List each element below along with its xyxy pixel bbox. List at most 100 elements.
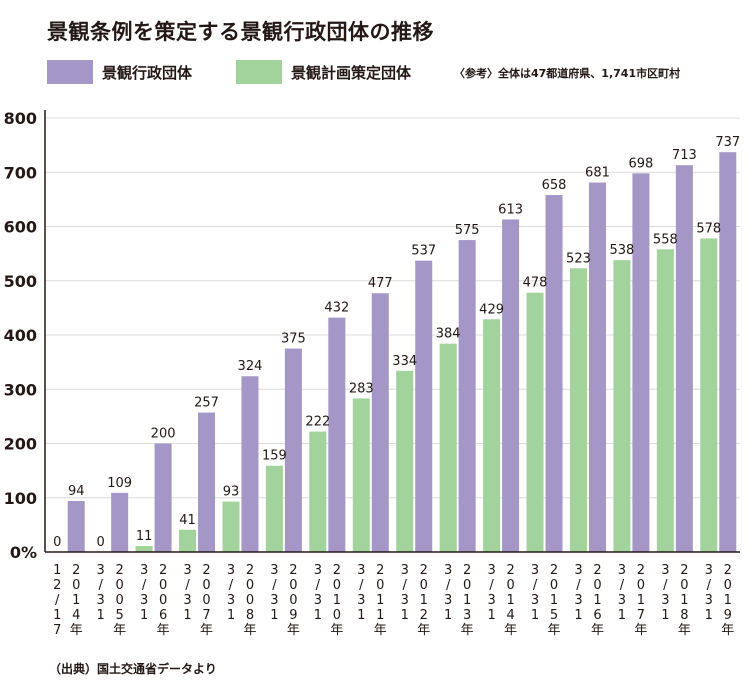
x-tick-label-char: 2 [333, 563, 341, 578]
x-tick-label-char: 9 [289, 608, 297, 623]
data-label-series2: 334 [392, 354, 417, 369]
x-tick-label-char: 5 [116, 608, 124, 623]
x-tick-label-char: / [229, 578, 234, 593]
data-label-series2: 93 [223, 485, 240, 500]
bar-series1 [458, 240, 476, 552]
x-tick-label-char: 1 [637, 593, 645, 608]
bar-series1 [632, 173, 650, 552]
x-tick-label-char: 年 [113, 623, 126, 638]
y-tick-label: 100 [4, 489, 37, 508]
x-tick-label-char: 1 [550, 593, 558, 608]
x-tick-label-char: 1 [140, 608, 148, 623]
x-tick-label-char: / [576, 578, 581, 593]
x-tick-label-char: 1 [357, 608, 365, 623]
data-label-series2: 538 [609, 243, 634, 258]
legend-item-series1: 景観行政団体 [47, 60, 192, 84]
legend-swatch-series1 [47, 60, 93, 84]
x-tick-label-char: 3 [314, 593, 322, 608]
x-tick-label-char: 4 [506, 608, 514, 623]
x-tick-label-char: 0 [506, 578, 514, 593]
x-tick-label-char: / [446, 578, 451, 593]
x-tick-label-char: 1 [531, 608, 539, 623]
bar-series2 [613, 260, 631, 552]
x-tick-label-char: 1 [463, 593, 471, 608]
x-tick-label-char: 3 [183, 563, 191, 578]
x-tick-label-char: 3 [357, 563, 365, 578]
x-tick-label-char: 2 [680, 563, 688, 578]
x-tick-label-char: 9 [724, 608, 732, 623]
x-tick-label-char: 6 [593, 608, 601, 623]
x-tick-label-char: 0 [72, 578, 80, 593]
y-tick-label: 500 [4, 272, 37, 291]
x-tick-label-char: 0 [724, 578, 732, 593]
x-tick-label-char: 1 [574, 608, 582, 623]
data-label-series2: 478 [523, 276, 548, 291]
x-tick-label-char: 年 [157, 623, 170, 638]
y-tick-label: 700 [4, 163, 37, 182]
x-tick-label-char: 3 [401, 563, 409, 578]
bar-series1 [545, 195, 563, 552]
bar-series1 [371, 293, 389, 552]
x-tick-label-char: 3 [487, 593, 495, 608]
x-tick-label-char: / [403, 578, 408, 593]
bar-series2 [309, 431, 327, 552]
data-label-series2: 384 [436, 327, 461, 342]
data-label-series1: 613 [498, 202, 523, 217]
bar-series1 [415, 260, 433, 552]
x-tick-label-char: 2 [593, 563, 601, 578]
x-tick-label-char: 3 [357, 593, 365, 608]
x-tick-label-char: 1 [444, 608, 452, 623]
bar-series1 [502, 219, 520, 552]
x-tick-label-char: 7 [637, 608, 645, 623]
x-tick-label-char: 1 [333, 593, 341, 608]
x-tick-label-char: 年 [591, 623, 604, 638]
x-tick-label-char: 3 [444, 563, 452, 578]
x-tick-label-char: 2 [246, 563, 254, 578]
x-tick-label-char: 年 [417, 623, 430, 638]
x-tick-label-char: 1 [487, 608, 495, 623]
x-tick-label-char: 0 [420, 578, 428, 593]
x-tick-label-char: 7 [53, 623, 61, 638]
x-tick-label-char: 0 [202, 593, 210, 608]
x-tick-label-char: / [185, 578, 190, 593]
x-tick-label-char: / [55, 593, 60, 608]
x-tick-label-char: 2 [72, 563, 80, 578]
x-tick-label-char: 2 [116, 563, 124, 578]
y-tick-label: 300 [4, 380, 37, 399]
x-tick-label-char: 1 [72, 593, 80, 608]
x-tick-label-char: 年 [678, 623, 691, 638]
x-tick-label-char: 3 [140, 563, 148, 578]
x-tick-label-char: 3 [661, 563, 669, 578]
x-tick-label-char: 2 [420, 608, 428, 623]
x-tick-label-char: 0 [246, 578, 254, 593]
x-tick-label-char: 3 [618, 563, 626, 578]
x-tick-label-char: 3 [401, 593, 409, 608]
legend-label-series2: 景観計画策定団体 [291, 63, 412, 82]
bar-series1 [328, 317, 346, 552]
x-tick-label-char: 2 [420, 563, 428, 578]
x-tick-label-char: 1 [376, 608, 384, 623]
bar-series2 [179, 529, 197, 552]
data-label-series2: 0 [97, 535, 105, 550]
x-tick-label-char: 3 [487, 563, 495, 578]
data-label-series1: 698 [628, 156, 653, 171]
x-tick-label-char: 6 [159, 608, 167, 623]
x-tick-label-char: 年 [461, 623, 474, 638]
data-label-series2: 0 [53, 535, 61, 550]
bar-series2 [352, 398, 370, 552]
legend-label-series1: 景観行政団体 [102, 63, 193, 82]
y-tick-label: 0% [10, 543, 37, 562]
x-tick-label-char: 2 [376, 563, 384, 578]
x-tick-label-char: 3 [183, 593, 191, 608]
x-tick-label-char: / [707, 578, 712, 593]
x-tick-label-char: 1 [705, 608, 713, 623]
x-tick-label-char: 1 [227, 608, 235, 623]
bar-series1 [111, 492, 129, 552]
bar-series1 [588, 182, 606, 552]
x-tick-label-char: 1 [661, 608, 669, 623]
data-label-series1: 737 [715, 135, 740, 150]
x-tick-label-char: 0 [593, 578, 601, 593]
x-tick-label-char: 2 [202, 563, 210, 578]
x-tick-label-char: 0 [376, 578, 384, 593]
x-tick-label-char: 年 [548, 623, 561, 638]
